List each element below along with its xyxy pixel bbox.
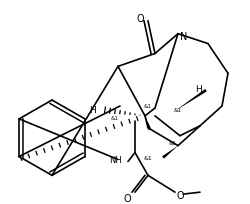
Text: &1: &1 (111, 116, 119, 121)
Text: O: O (136, 14, 144, 24)
Text: H: H (194, 84, 202, 93)
Text: &1: &1 (144, 155, 152, 160)
Text: N: N (180, 31, 188, 41)
Text: NH: NH (110, 155, 122, 164)
Text: &1: &1 (169, 140, 177, 145)
Polygon shape (162, 146, 178, 159)
Text: O: O (176, 190, 184, 200)
Text: &1: &1 (174, 108, 182, 113)
Text: H: H (88, 106, 96, 115)
Text: O: O (123, 193, 131, 203)
Polygon shape (145, 116, 152, 131)
Polygon shape (175, 90, 207, 111)
Text: &1: &1 (144, 104, 152, 109)
